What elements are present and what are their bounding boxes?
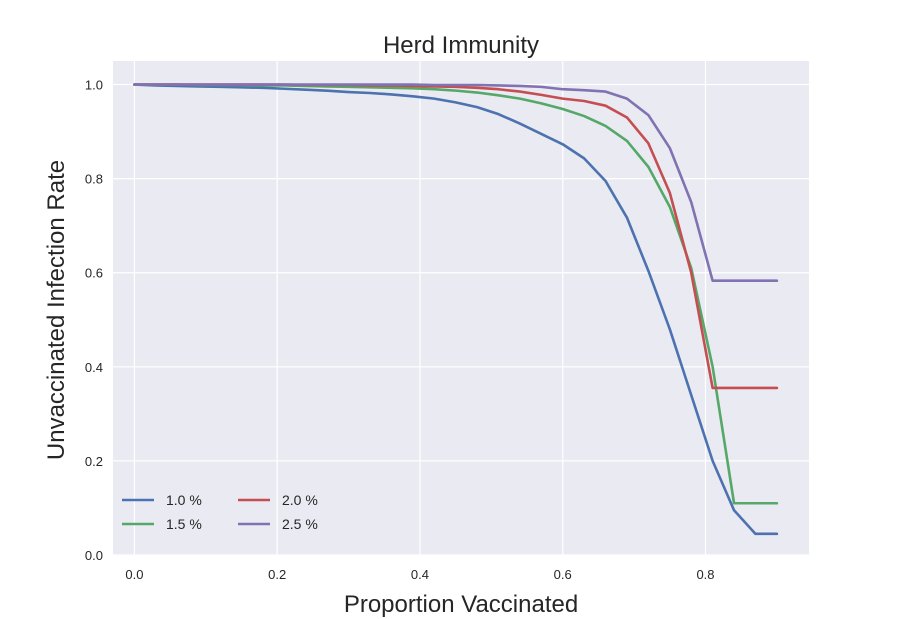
y-tick-label: 1.0 xyxy=(85,78,103,93)
x-tick-label: 0.2 xyxy=(268,567,286,582)
y-tick-label: 0.6 xyxy=(85,266,103,281)
legend-label-0: 1.0 % xyxy=(166,492,202,508)
y-axis-label: Unvaccinated Infection Rate xyxy=(43,160,70,460)
legend-label-2: 2.0 % xyxy=(282,492,318,508)
tick-labels: 0.0 0.2 0.4 0.6 0.8 0.0 0.2 0.4 0.6 0.8 1.0 xyxy=(85,78,715,582)
x-tick-label: 0.4 xyxy=(411,567,429,582)
y-tick-label: 0.8 xyxy=(85,172,103,187)
y-tick-label: 0.2 xyxy=(85,454,103,469)
plot-background xyxy=(113,61,809,555)
y-tick-label: 0.0 xyxy=(85,548,103,563)
x-tick-label: 0.0 xyxy=(125,567,143,582)
legend-label-1: 1.5 % xyxy=(166,516,202,532)
series-line-3 xyxy=(133,83,779,283)
chart-title: Herd Immunity xyxy=(383,32,539,59)
legend-label-3: 2.5 % xyxy=(282,516,318,532)
x-tick-label: 0.6 xyxy=(554,567,572,582)
x-axis-label: Proportion Vaccinated xyxy=(344,591,578,618)
y-tick-label: 0.4 xyxy=(85,360,103,375)
series-line-0 xyxy=(133,83,779,536)
x-tick-label: 0.8 xyxy=(696,567,714,582)
series-lines xyxy=(133,83,779,536)
legend: 1.0 % 1.5 % 2.0 % 2.5 % xyxy=(122,492,318,532)
